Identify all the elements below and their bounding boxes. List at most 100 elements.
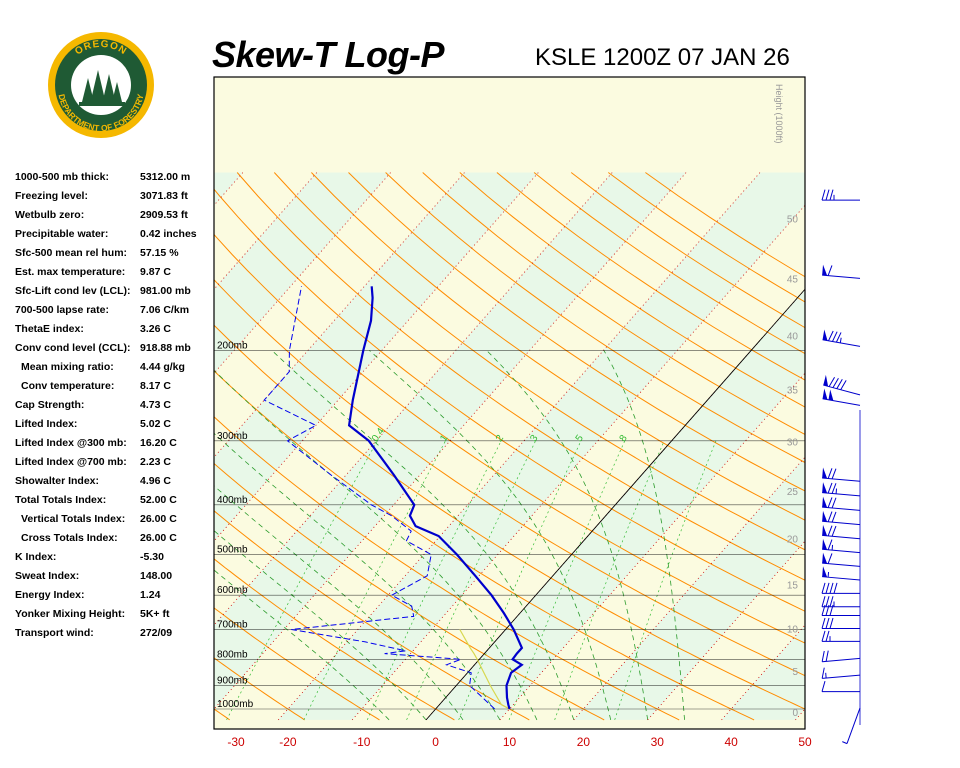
wind-barb-pennant: [822, 467, 828, 479]
wind-barb-flag: [821, 189, 826, 201]
wind-barb-shaft: [822, 548, 861, 554]
wind-barb-flag: [825, 582, 830, 594]
temperature-trace: [347, 286, 524, 710]
wind-barb-pennant: [822, 388, 828, 400]
index-value: 4.44 g/kg: [140, 361, 185, 373]
plot-frame: [213, 76, 806, 730]
wind-barb-flag: [831, 331, 838, 342]
index-label: Cap Strength:: [15, 399, 85, 411]
wind-barb: [823, 374, 861, 396]
mixing-ratio-label: 5: [574, 433, 586, 444]
stability-indices-list: 1000-500 mb thick: 5312.00 m Freezing leve…: [15, 168, 215, 643]
dry-adiabat: [214, 558, 455, 721]
height-tick-label: 35: [787, 386, 799, 397]
wind-barb-shaft: [822, 576, 861, 581]
wind-barb-flag: [827, 265, 833, 276]
wind-barb: [821, 617, 860, 629]
wind-barb-flag: [827, 525, 833, 537]
index-label: Lifted Index @700 mb:: [15, 456, 127, 468]
dry-adiabat: [0, 173, 155, 720]
wind-barb-flag: [835, 332, 842, 343]
index-label: Showalter Index:: [15, 475, 100, 487]
mixing-ratio-label: 2: [494, 433, 506, 444]
index-label: Freezing level:: [15, 190, 88, 202]
wind-barb-flag: [827, 497, 833, 508]
index-label: ThetaE index:: [15, 323, 84, 335]
index-row: Vertical Totals Index: 26.00 C: [15, 510, 215, 529]
index-value: 981.00 mb: [140, 285, 191, 297]
wind-barb-pennant: [822, 552, 828, 564]
index-value: 9.87 C: [140, 266, 171, 278]
index-label: Wetbulb zero:: [15, 209, 85, 221]
index-value: 3071.83 ft: [140, 190, 188, 202]
wind-barb-shaft: [823, 384, 861, 396]
wind-barb-pennant: [822, 482, 828, 494]
wind-barb-flag: [821, 650, 825, 662]
wind-barb: [821, 189, 860, 201]
index-label: Sfc-500 mean rel hum:: [15, 247, 128, 259]
wind-barb-flag: [840, 380, 847, 390]
wind-barb: [842, 707, 861, 745]
index-row: Freezing level: 3071.83 ft: [15, 187, 215, 206]
wind-barb-flag: [831, 511, 837, 523]
isotherm-line: [499, 372, 805, 721]
wind-barb: [821, 596, 860, 608]
height-tick-label: 15: [787, 580, 799, 591]
x-tick-label: 20: [577, 735, 591, 749]
dry-adiabat: [459, 172, 805, 408]
index-label: Cross Totals Index:: [21, 532, 118, 544]
wind-barb-shaft: [822, 477, 861, 482]
wind-barb-flag: [825, 617, 830, 629]
index-value: 918.88 mb: [140, 342, 191, 354]
wind-barb: [822, 566, 861, 581]
index-value: 8.17 C: [140, 380, 171, 392]
pressure-label: 900mb: [217, 676, 248, 687]
wind-barb-flag: [828, 330, 834, 342]
index-label: 1000-500 mb thick:: [15, 171, 109, 183]
index-label: Mean mixing ratio:: [21, 361, 114, 373]
index-value: 16.20 C: [140, 437, 177, 449]
wind-barb-flag: [821, 630, 826, 642]
wind-barb-shaft: [822, 398, 861, 406]
index-row: ThetaE index: 3.26 C: [15, 320, 215, 339]
index-row: 1000-500 mb thick: 5312.00 m: [15, 168, 215, 187]
x-tick-label: -10: [353, 735, 371, 749]
wind-barb-flag: [831, 483, 837, 494]
wind-barb-pennant: [822, 264, 828, 276]
isotherm-line: [795, 708, 805, 721]
wind-barb-flag: [827, 468, 833, 479]
pressure-label: 200mb: [217, 340, 248, 351]
wind-barb: [821, 650, 861, 663]
mixing-ratio-line: [366, 440, 502, 721]
wind-barb-flag: [832, 378, 839, 388]
pressure-label: 800mb: [217, 649, 248, 660]
index-label: Conv cond level (CCL):: [15, 342, 131, 354]
mixing-ratio-line: [458, 440, 582, 721]
wind-barb: [822, 482, 861, 497]
dry-adiabat: [348, 172, 805, 492]
isotherm-line: [214, 172, 244, 206]
index-value: 5K+ ft: [140, 608, 170, 620]
index-label: Lifted Index:: [15, 418, 78, 430]
index-row: Precipitable water: 0.42 inches: [15, 225, 215, 244]
x-tick-label: 10: [503, 735, 517, 749]
wind-barb-pennant: [822, 566, 828, 578]
wind-barb: [821, 630, 860, 642]
wind-barb-flag: [827, 482, 833, 494]
index-row: Total Totals Index: 52.00 C: [15, 491, 215, 510]
x-tick-label: 30: [651, 735, 665, 749]
index-value: 52.00 C: [140, 494, 177, 506]
index-row: Sfc-500 mean rel hum: 57.15 %: [15, 244, 215, 263]
pressure-label: 600mb: [217, 585, 248, 596]
x-tick-label: -20: [279, 735, 297, 749]
index-value: 57.15 %: [140, 247, 179, 259]
mixing-ratio-label: 8: [618, 433, 630, 444]
dry-adiabat: [385, 172, 805, 464]
x-tick-label: 50: [798, 735, 812, 749]
dry-adiabat: [214, 657, 305, 721]
moist-adiabat: [214, 569, 390, 721]
index-value: 26.00 C: [140, 532, 177, 544]
mixing-ratio-line: [303, 440, 446, 721]
x-tick-label: -30: [227, 735, 245, 749]
